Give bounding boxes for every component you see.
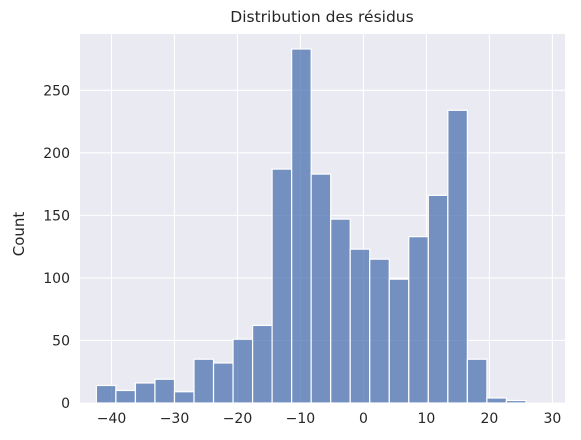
x-tick-label: 10 [418,411,436,427]
histogram-bar [212,362,234,404]
histogram-bar [447,109,468,404]
y-axis-label: Count [10,212,28,257]
y-tick-label: 250 [43,83,70,99]
y-axis-ticks: 0 50 100 150 200 250 [43,83,70,412]
y-tick-label: 50 [52,333,70,349]
histogram-bar [251,324,273,404]
x-tick-label: −40 [97,411,127,427]
histogram-bar [173,391,195,404]
chart-title: Distribution des résidus [230,8,413,26]
histogram-bar [193,358,215,404]
histogram-bar [486,397,508,404]
y-tick-label: 200 [43,146,70,162]
x-tick-label: −30 [160,411,190,427]
histogram-bar [388,278,410,404]
histogram-bar [271,168,293,404]
histogram-bar [95,384,117,404]
histogram-bar [427,194,449,404]
x-tick-label: 0 [359,411,368,427]
histogram-bar [349,248,371,404]
histogram-bar [154,378,176,404]
y-tick-label: 0 [61,396,70,412]
x-axis-ticks: −40 −30 −20 −10 0 10 20 30 [97,411,562,427]
histogram-bar [505,399,527,404]
histogram-bar [291,48,312,404]
histogram-bar [408,236,429,404]
x-tick-label: −20 [223,411,253,427]
histogram-bar [310,173,332,404]
histogram-bar [466,358,488,404]
y-tick-label: 150 [43,208,70,224]
y-tick-label: 100 [43,271,70,287]
histogram-bar [134,382,156,404]
x-tick-label: −10 [286,411,316,427]
histogram-bars [95,48,527,404]
histogram-bar [232,338,254,404]
x-tick-label: 30 [543,411,561,427]
x-tick-label: 20 [481,411,499,427]
histogram-bar [330,218,351,404]
histogram-bar [115,389,137,404]
histogram-bar [369,258,390,404]
